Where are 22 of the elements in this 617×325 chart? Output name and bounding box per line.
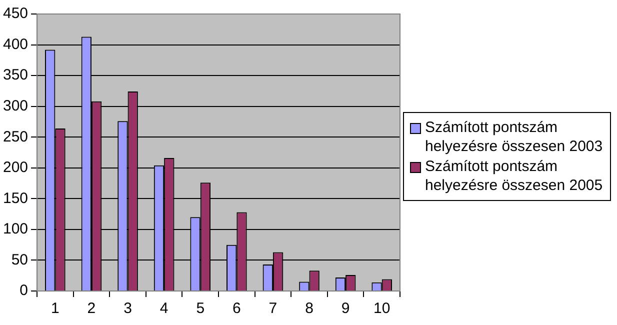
x-tick-label: 8 <box>305 300 314 318</box>
y-tick-label: 200 <box>2 159 28 176</box>
x-tick-label: 1 <box>51 300 60 318</box>
legend-label: Számított pontszám helyezésre összesen 2003 <box>425 118 604 156</box>
x-tick-label: 4 <box>160 300 168 318</box>
y-tick-label: 100 <box>2 220 28 238</box>
y-tick-label: 250 <box>2 128 28 146</box>
x-tick-label: 10 <box>374 300 390 318</box>
legend-label: Számított pontszám helyezésre összesen 2005 <box>425 157 604 195</box>
y-tick-label: 150 <box>2 190 28 207</box>
x-tick-label: 7 <box>268 300 278 318</box>
x-tick-label: 5 <box>196 300 205 318</box>
x-tick-label: 6 <box>232 300 241 318</box>
y-tick-label: 0 <box>20 282 28 300</box>
x-tick-label: 2 <box>87 300 96 318</box>
y-tick-label: 50 <box>11 251 28 268</box>
y-tick-label: 450 <box>2 5 28 22</box>
y-tick-label: 300 <box>2 97 28 114</box>
y-tick-label: 350 <box>2 66 28 84</box>
x-tick-label: 3 <box>124 300 132 318</box>
x-tick-label: 9 <box>341 300 350 318</box>
y-tick-label: 400 <box>2 36 28 53</box>
